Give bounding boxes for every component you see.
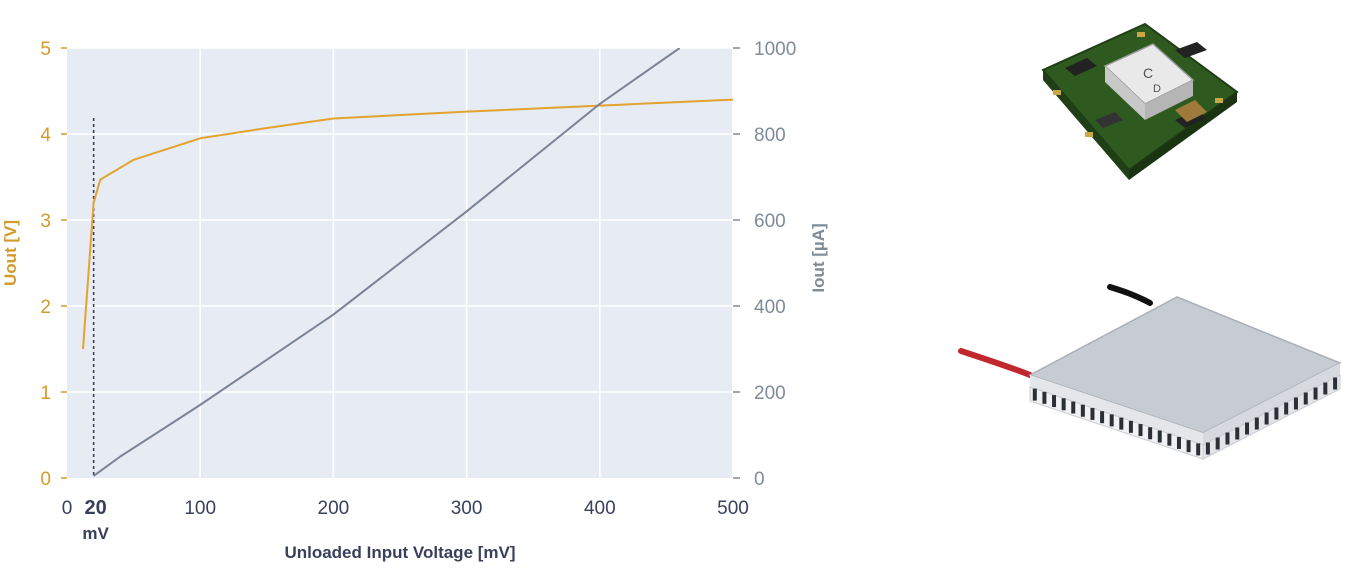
left-tick-label: 4 <box>40 125 51 146</box>
peltier-leg <box>1071 401 1076 414</box>
peltier-leg <box>1264 412 1269 425</box>
left-axis-title: Uout [V] <box>1 220 20 286</box>
peltier-leg <box>1032 388 1037 401</box>
peltier-leg <box>1128 420 1133 433</box>
peltier-leg <box>1284 402 1289 415</box>
peltier-leg <box>1176 436 1181 449</box>
axes <box>61 47 740 479</box>
peltier-leg <box>1138 424 1143 437</box>
peltier-leg <box>1080 404 1085 417</box>
svg-text:C: C <box>1143 65 1153 81</box>
right-tick-label: 600 <box>754 211 786 232</box>
x-axis-title: Unloaded Input Voltage [mV] <box>284 543 515 562</box>
dc-dc-converter-module-photo: C D <box>1041 22 1239 180</box>
peltier-leg <box>1119 417 1124 430</box>
peltier-leg <box>1148 427 1153 440</box>
right-tick-label: 400 <box>754 297 786 318</box>
left-tick-label: 3 <box>40 211 51 232</box>
x-tick-label: 500 <box>717 498 749 519</box>
peltier-leg <box>1042 391 1047 404</box>
x-tick-label: 300 <box>451 498 483 519</box>
marker-value-label: 20 <box>85 497 107 519</box>
peltier-leg <box>1061 398 1066 411</box>
peltier-leg <box>1323 382 1328 395</box>
peltier-leg <box>1196 443 1201 456</box>
peltier-leg <box>1052 395 1057 408</box>
uout-series-line <box>82 98 733 350</box>
peltier-leg <box>1254 417 1259 430</box>
right-tick-label: 800 <box>754 125 786 146</box>
right-tick-label: 1000 <box>754 39 796 60</box>
left-tick-label: 5 <box>40 39 51 60</box>
x-tick-label: 0 <box>62 498 73 519</box>
right-tick-label: 0 <box>754 469 765 490</box>
peltier-element-photo <box>958 284 1342 460</box>
right-tick-label: 200 <box>754 383 786 404</box>
left-tick-label: 2 <box>40 297 51 318</box>
labels: 0 1 2 3 4 5 0 200 400 600 800 1000 0 100 200 300 400 500 2… <box>1 39 828 562</box>
svg-text:D: D <box>1153 83 1161 95</box>
peltier-leg <box>1167 433 1172 446</box>
peltier-leg <box>1157 430 1162 443</box>
x-tick-label: 200 <box>318 498 350 519</box>
marker-unit-label: mV <box>82 524 109 543</box>
peltier-leg <box>1100 411 1105 424</box>
peltier-leg <box>1333 377 1338 390</box>
peltier-leg <box>1215 437 1220 450</box>
peltier-leg <box>1109 414 1114 427</box>
peltier-leg <box>1293 397 1298 410</box>
peltier-leg <box>1274 407 1279 420</box>
x-tick-label: 100 <box>184 498 216 519</box>
peltier-legs <box>1032 377 1338 456</box>
peltier-leg <box>1186 440 1191 453</box>
iout-series-line <box>93 48 681 477</box>
peltier-leg <box>1313 387 1318 400</box>
grid <box>67 47 734 478</box>
series-layer <box>82 48 733 477</box>
peltier-leg <box>1303 392 1308 405</box>
peltier-leg <box>1235 427 1240 440</box>
left-tick-label: 0 <box>40 469 51 490</box>
left-tick-label: 1 <box>40 383 51 404</box>
x-tick-label: 400 <box>584 498 616 519</box>
peltier-leg <box>1205 442 1210 455</box>
peltier-leg <box>1090 407 1095 420</box>
peltier-leg <box>1225 432 1230 445</box>
right-axis-title: Iout [µA] <box>809 223 828 292</box>
peltier-leg <box>1245 422 1250 435</box>
